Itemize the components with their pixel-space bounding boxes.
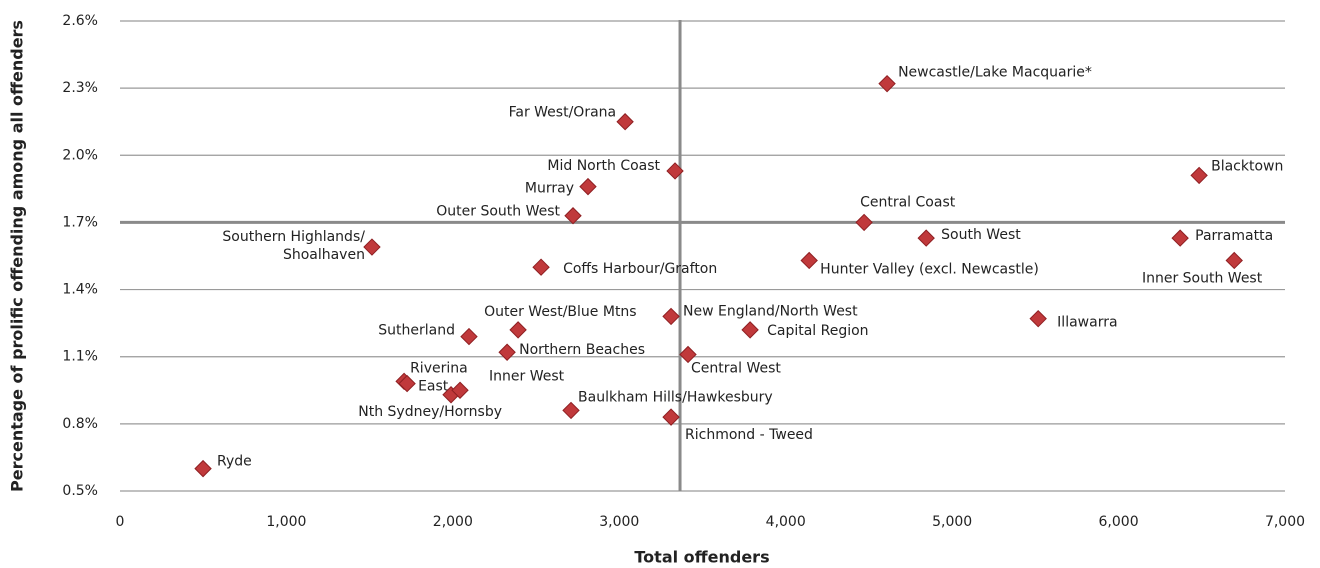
x-tick-label: 1,000 bbox=[266, 514, 306, 530]
y-tick-label: 1.4% bbox=[62, 282, 98, 298]
x-tick-label: 5,000 bbox=[932, 514, 972, 530]
marker bbox=[398, 374, 416, 393]
point-label: Outer West/Blue Mtns bbox=[484, 304, 637, 320]
x-axis-title: Total offenders bbox=[634, 548, 769, 567]
point-label: Inner West bbox=[489, 368, 565, 384]
y-tick-label: 0.5% bbox=[62, 483, 98, 499]
marker bbox=[662, 307, 680, 326]
marker bbox=[562, 401, 580, 420]
marker bbox=[679, 345, 697, 364]
point-label: Parramatta bbox=[1195, 228, 1273, 244]
y-axis-title: Percentage of prolific offending among a… bbox=[8, 20, 27, 492]
point-label: Richmond - Tweed bbox=[685, 427, 813, 443]
marker bbox=[451, 381, 469, 399]
y-tick-label: 2.0% bbox=[62, 147, 98, 163]
point-label: Blacktown bbox=[1211, 158, 1283, 174]
point-label: Inner South West bbox=[1142, 270, 1263, 286]
y-tick-label: 0.8% bbox=[62, 416, 98, 432]
point-label: Baulkham Hills/Hawkesbury bbox=[578, 389, 773, 405]
point-label: Murray bbox=[525, 181, 574, 197]
marker bbox=[532, 258, 550, 276]
marker bbox=[1225, 251, 1243, 270]
marker bbox=[1029, 309, 1047, 328]
point-label: Shoalhaven bbox=[283, 247, 365, 263]
marker bbox=[1171, 229, 1189, 247]
marker bbox=[1190, 166, 1208, 185]
point-label: Riverina bbox=[410, 360, 468, 376]
x-tick-label: 2,000 bbox=[433, 514, 473, 530]
point-label: Nth Sydney/Hornsby bbox=[358, 404, 502, 420]
point-label: Illawarra bbox=[1057, 315, 1117, 331]
point-label: Coffs Harbour/Grafton bbox=[563, 261, 717, 277]
point-label: Southern Highlands/ bbox=[222, 229, 365, 245]
marker bbox=[666, 162, 684, 180]
point-label: Far West/Orana bbox=[509, 105, 617, 121]
point-label: Capital Region bbox=[767, 323, 868, 339]
marker bbox=[460, 327, 478, 346]
y-tick-label: 1.7% bbox=[62, 214, 98, 230]
x-tick-label: 3,000 bbox=[599, 514, 639, 530]
point-label: East bbox=[418, 379, 449, 395]
marker bbox=[855, 213, 873, 232]
marker bbox=[363, 238, 381, 256]
y-tick-label: 2.3% bbox=[62, 80, 98, 96]
point-label: New England/North West bbox=[683, 303, 858, 319]
marker bbox=[662, 408, 680, 426]
point-label: South West bbox=[941, 227, 1021, 243]
point-label: Outer South West bbox=[436, 204, 560, 220]
point-label: Sutherland bbox=[378, 323, 455, 339]
point-label: Mid North Coast bbox=[547, 158, 660, 174]
y-tick-label: 2.6% bbox=[62, 13, 98, 29]
marker bbox=[498, 343, 516, 361]
point-label: Hunter Valley (excl. Newcastle) bbox=[820, 261, 1039, 277]
marker bbox=[741, 321, 759, 339]
point-label: Central West bbox=[691, 360, 781, 376]
marker bbox=[800, 251, 818, 270]
y-tick-label: 1.1% bbox=[62, 349, 98, 365]
point-label: Central Coast bbox=[860, 194, 956, 210]
point-label: Northern Beaches bbox=[519, 342, 645, 358]
x-tick-label: 6,000 bbox=[1099, 514, 1139, 530]
marker bbox=[509, 321, 527, 339]
x-tick-label: 7,000 bbox=[1265, 514, 1305, 530]
marker bbox=[878, 74, 896, 93]
point-label: Ryde bbox=[217, 454, 252, 470]
marker bbox=[616, 113, 634, 131]
marker bbox=[194, 459, 212, 478]
x-tick-label: 0 bbox=[116, 514, 125, 530]
marker bbox=[579, 177, 597, 196]
marker bbox=[564, 207, 582, 225]
point-label: Newcastle/Lake Macquarie* bbox=[898, 65, 1092, 81]
marker bbox=[917, 229, 935, 247]
x-tick-label: 4,000 bbox=[766, 514, 806, 530]
